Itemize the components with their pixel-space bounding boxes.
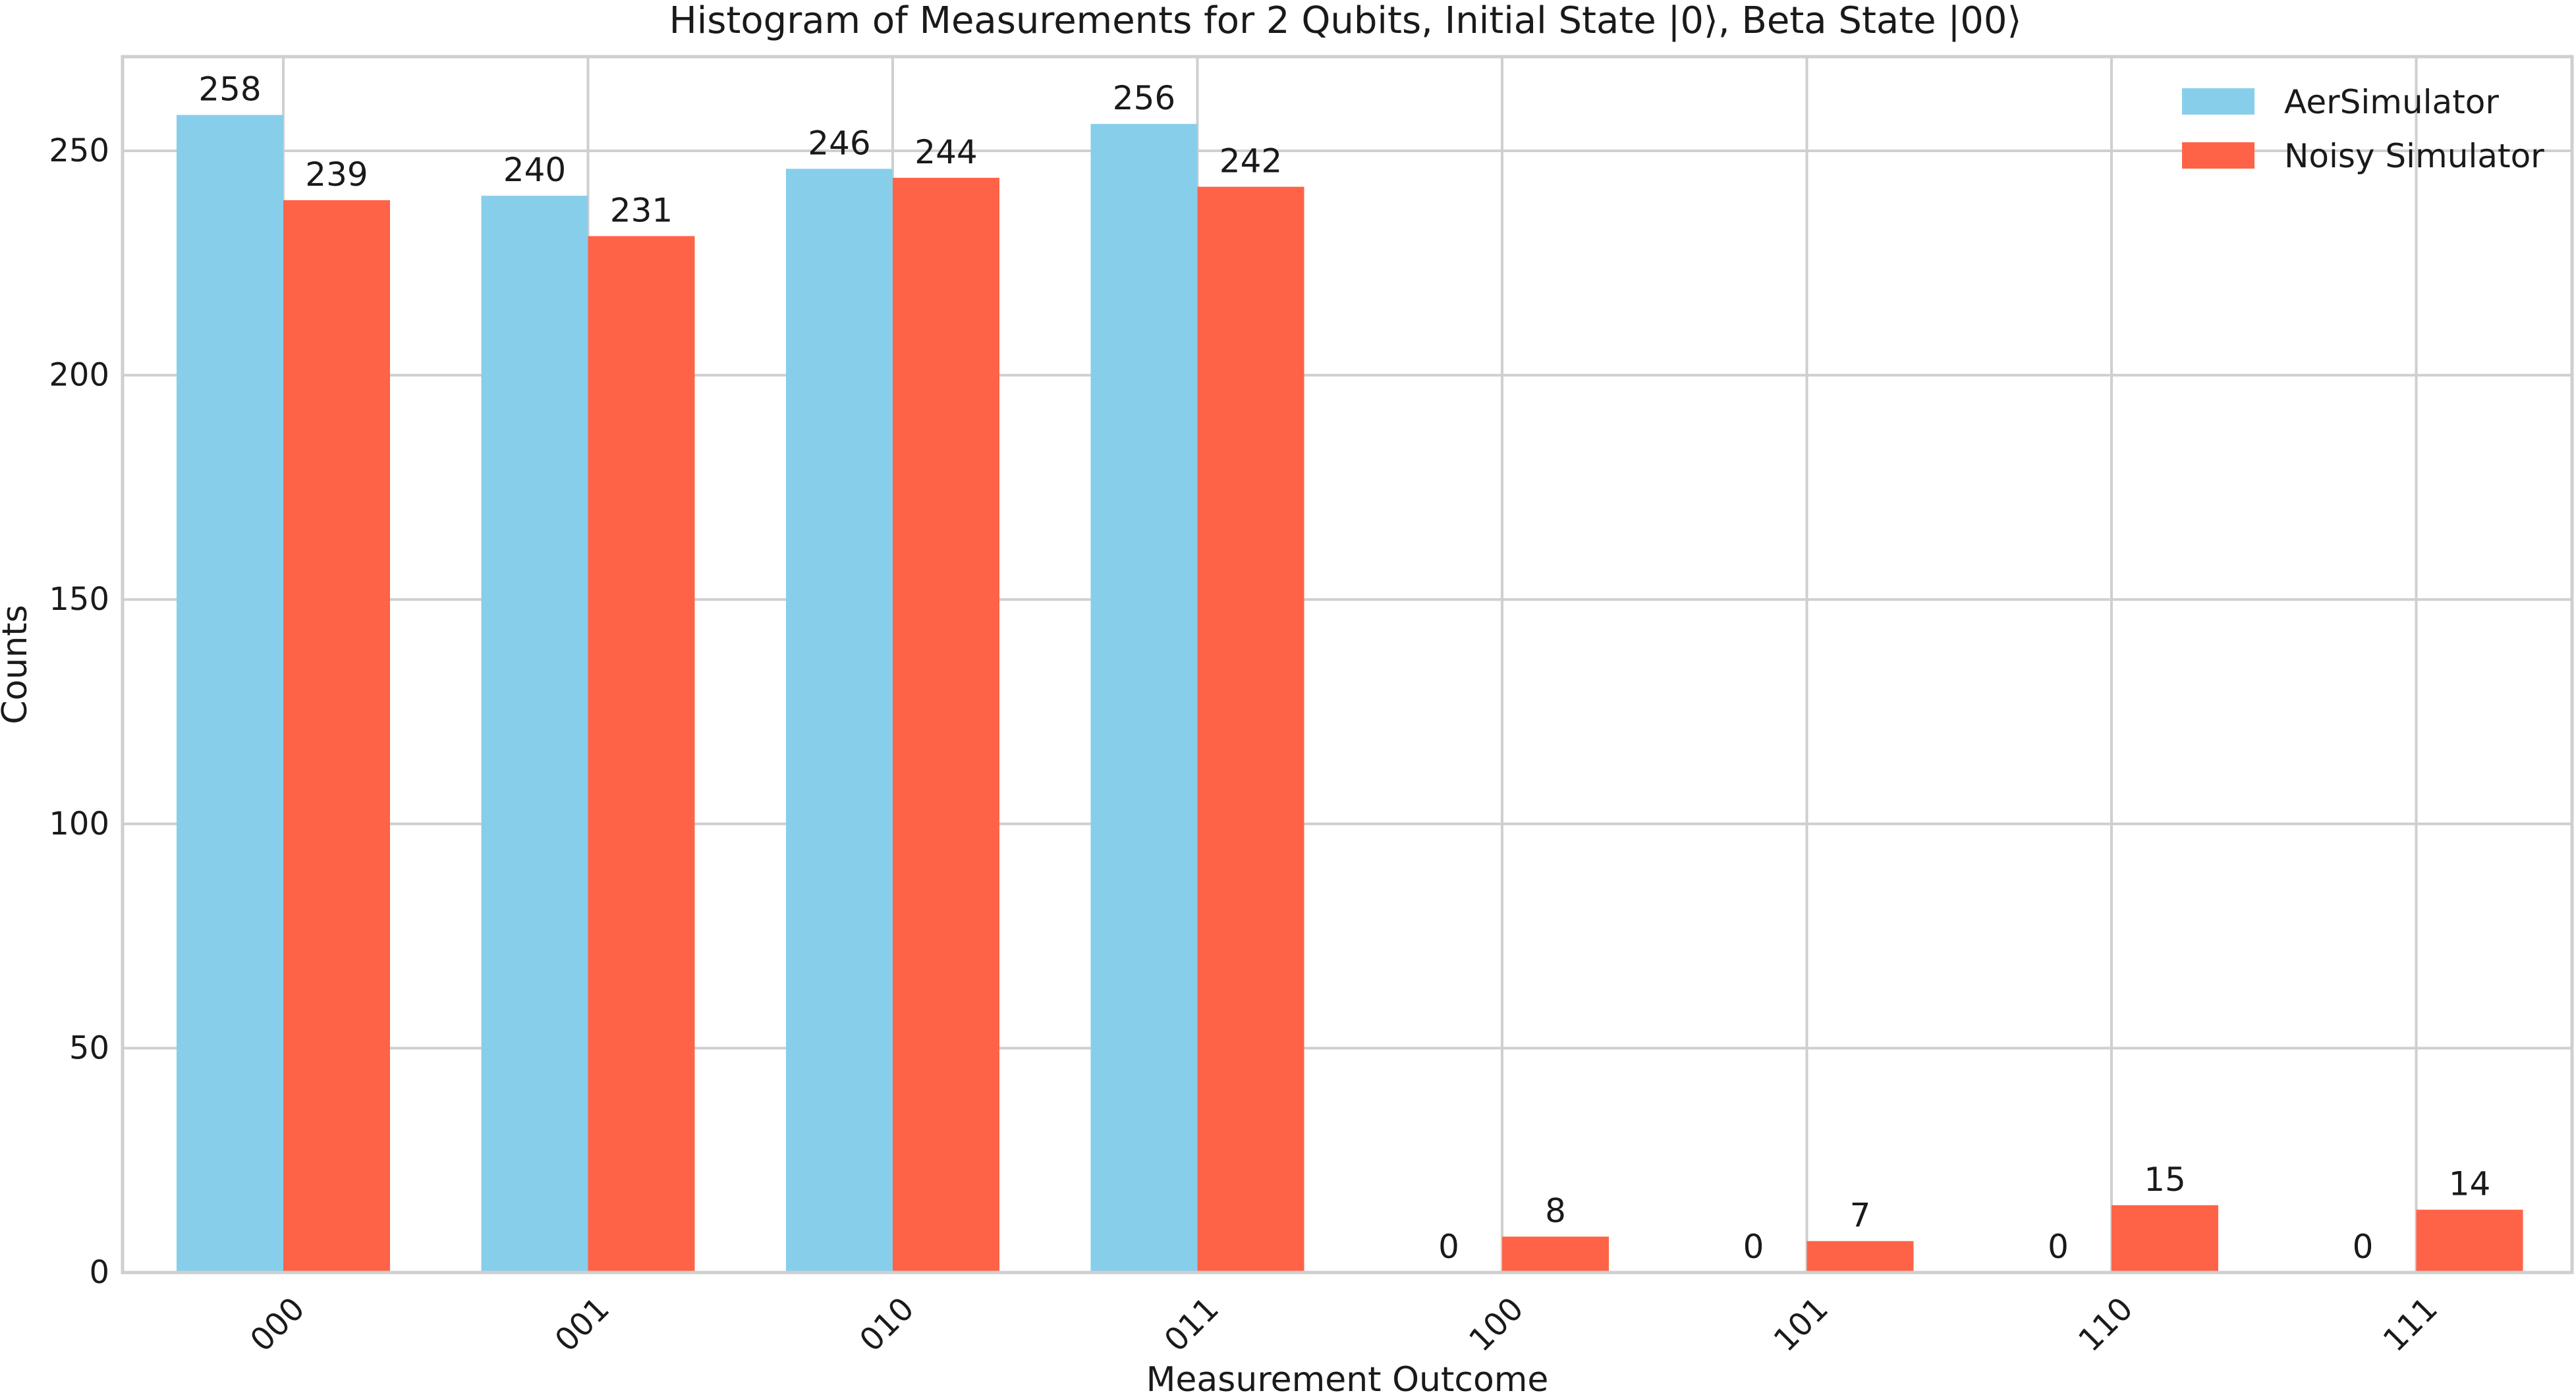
bar-value-label: 14: [2449, 1165, 2491, 1203]
y-axis-ticks: 0 50 100 150 200 250: [49, 132, 109, 1291]
bars: [177, 115, 2523, 1273]
plot-frame: [121, 55, 2574, 1274]
bar-noisy-simulator-100: [1502, 1236, 1609, 1272]
bar-aersimulator-000: [177, 115, 283, 1273]
bar-value-label: 256: [1113, 79, 1175, 117]
bar-value-label: 7: [1850, 1196, 1871, 1234]
bar-noisy-simulator-101: [1806, 1241, 1914, 1272]
x-tick-label: 100: [1462, 1290, 1530, 1359]
x-axis-label: Measurement Outcome: [1146, 1360, 1549, 1395]
y-tick-label: 200: [49, 357, 109, 394]
bar-noisy-simulator-010: [893, 177, 999, 1272]
x-tick-label: 001: [548, 1290, 617, 1359]
legend-swatch-noisy-simulator: [2182, 142, 2254, 169]
bar-aersimulator-011: [1090, 124, 1198, 1272]
x-tick-label: 011: [1158, 1290, 1226, 1359]
bar-value-label: 231: [610, 191, 673, 229]
x-tick-label: 111: [2376, 1290, 2445, 1359]
legend: AerSimulator Noisy Simulator: [2182, 83, 2544, 175]
bar-noisy-simulator-000: [283, 200, 390, 1272]
bar-value-label: 242: [1219, 142, 1282, 180]
bar-noisy-simulator-111: [2416, 1209, 2523, 1272]
bar-value-label: 258: [198, 70, 261, 109]
y-tick-label: 250: [49, 132, 109, 169]
x-tick-label: 101: [1767, 1290, 1835, 1359]
x-tick-label: 000: [243, 1290, 312, 1359]
bar-noisy-simulator-110: [2112, 1205, 2218, 1272]
bar-noisy-simulator-011: [1197, 186, 1304, 1272]
bar-value-labels: 258 240 246 256 0 0 0 0 239 231 244 242 8 7 15 14: [198, 70, 2490, 1266]
bar-value-label: 0: [2048, 1228, 2069, 1266]
bar-value-label: 0: [1438, 1228, 1459, 1266]
bar-noisy-simulator-001: [588, 236, 695, 1273]
legend-label-noisy-simulator: Noisy Simulator: [2284, 137, 2544, 175]
bar-value-label: 246: [808, 124, 870, 162]
y-tick-label: 50: [69, 1029, 109, 1066]
x-tick-label: 010: [853, 1290, 921, 1359]
y-tick-label: 0: [89, 1254, 109, 1291]
y-tick-label: 100: [49, 806, 109, 842]
y-axis-label: Counts: [0, 605, 35, 725]
bar-value-label: 8: [1545, 1192, 1566, 1230]
bar-value-label: 239: [305, 155, 368, 194]
bar-value-label: 0: [1743, 1228, 1764, 1266]
x-tick-label: 110: [2071, 1290, 2140, 1359]
x-axis-ticks: 000 001 010 011 100 101 110 111: [243, 1290, 2445, 1359]
legend-label-aersimulator: AerSimulator: [2284, 83, 2499, 121]
bar-aersimulator-010: [786, 169, 893, 1273]
y-tick-label: 150: [49, 581, 109, 618]
bar-value-label: 240: [503, 151, 566, 189]
legend-swatch-aersimulator: [2182, 88, 2254, 115]
bar-value-label: 244: [914, 133, 977, 171]
bar-aersimulator-001: [481, 196, 588, 1273]
bar-value-label: 0: [2353, 1228, 2374, 1266]
chart-title: Histogram of Measurements for 2 Qubits, …: [669, 0, 2022, 42]
bar-value-label: 15: [2144, 1161, 2186, 1199]
